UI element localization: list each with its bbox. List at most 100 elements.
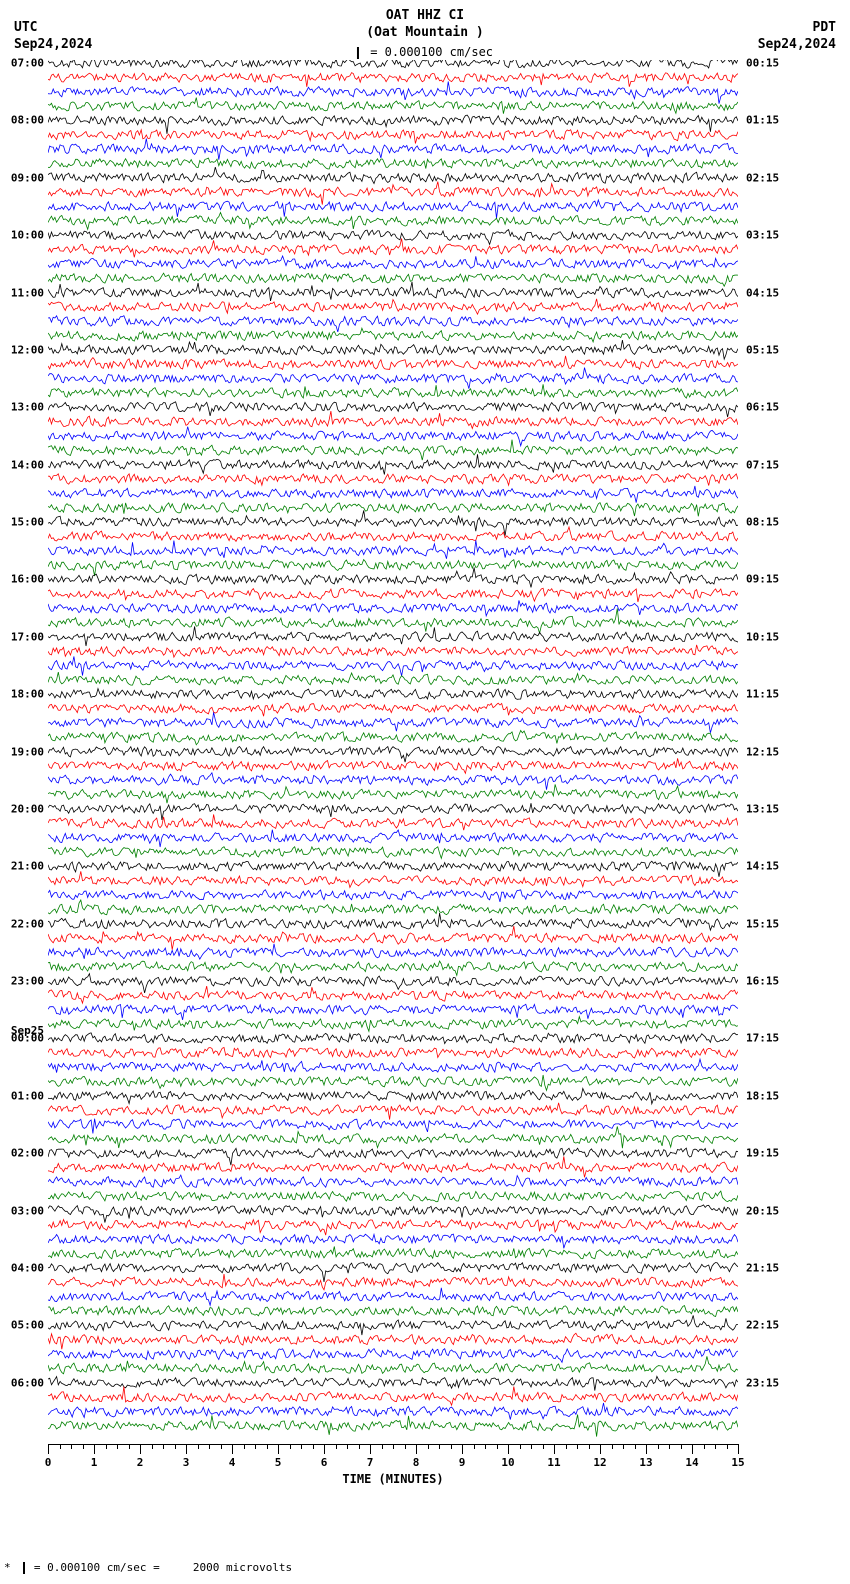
waveform-trace [48, 1175, 738, 1187]
utc-hour-label: 05:00 [11, 1319, 44, 1332]
waveform-trace [48, 1315, 738, 1335]
x-tick-minor [497, 1444, 498, 1449]
footer-scale-bar-icon [23, 1562, 25, 1574]
waveform-trace [48, 1403, 738, 1420]
x-tick-major [508, 1444, 509, 1454]
footer-scale-text: = 0.000100 cm/sec = [34, 1561, 160, 1574]
waveform-trace [48, 1415, 738, 1437]
waveform-trace [48, 1263, 738, 1282]
waveform-trace [48, 1048, 738, 1059]
waveform-trace [48, 961, 738, 975]
axis-title: TIME (MINUTES) [342, 1472, 443, 1486]
x-tick-minor [589, 1444, 590, 1449]
pdt-hour-label: 12:15 [746, 745, 779, 758]
station-name: (Oat Mountain ) [366, 25, 483, 42]
x-tick-minor [106, 1444, 107, 1449]
waveform-trace [48, 1376, 738, 1390]
pdt-hour-label: 04:15 [746, 286, 779, 299]
waveform-trace [48, 1059, 738, 1072]
x-tick-minor [198, 1444, 199, 1449]
x-tick-minor [382, 1444, 383, 1449]
x-tick-minor [83, 1444, 84, 1449]
x-tick-major [646, 1444, 647, 1454]
x-tick-major [48, 1444, 49, 1454]
waveform-trace [48, 645, 738, 657]
pdt-tz-label: PDT [758, 20, 836, 37]
x-tick-minor [336, 1444, 337, 1449]
pdt-hour-label: 02:15 [746, 171, 779, 184]
waveform-trace [48, 213, 738, 230]
x-tick-minor [485, 1444, 486, 1449]
pdt-hour-label: 00:15 [746, 57, 779, 70]
pdt-hour-label: 08:15 [746, 516, 779, 529]
x-tick-minor [543, 1444, 544, 1449]
x-tick-major [232, 1444, 233, 1454]
waveform-trace [48, 784, 738, 803]
waveform-trace [48, 974, 738, 993]
waveform-trace [48, 944, 738, 959]
x-tick-label: 4 [229, 1456, 236, 1469]
waveform-trace [48, 747, 738, 763]
waveform-trace [48, 130, 738, 144]
pdt-hour-label: 22:15 [746, 1319, 779, 1332]
waveform-trace [48, 758, 738, 773]
waveform-trace [48, 1234, 738, 1248]
pdt-hour-label: 03:15 [746, 229, 779, 242]
waveform-trace [48, 299, 738, 314]
waveform-trace [48, 1126, 738, 1148]
x-tick-minor [221, 1444, 222, 1449]
waveform-trace [48, 773, 738, 790]
pdt-hour-label: 10:15 [746, 630, 779, 643]
footer-microvolts: 2000 microvolts [193, 1561, 292, 1574]
pdt-date-label: Sep24,2024 [758, 37, 836, 54]
x-tick-minor [129, 1444, 130, 1449]
utc-hour-label: 21:00 [11, 860, 44, 873]
pdt-hour-label: 06:15 [746, 401, 779, 414]
waveform-trace [48, 368, 738, 389]
x-tick-major [94, 1444, 95, 1454]
x-tick-minor [612, 1444, 613, 1449]
waveform-trace [48, 239, 738, 258]
waveform-trace [48, 440, 738, 460]
utc-hour-label: 12:00 [11, 343, 44, 356]
pdt-hour-label: 11:15 [746, 688, 779, 701]
utc-hour-label: 07:00 [11, 57, 44, 70]
waveform-trace [48, 1075, 738, 1090]
pdt-hour-label: 23:15 [746, 1376, 779, 1389]
waveform-trace [48, 98, 738, 114]
waveform-trace [48, 1333, 738, 1349]
waveform-trace [48, 588, 738, 602]
time-axis: TIME (MINUTES) 0123456789101112131415 [48, 1444, 738, 1484]
x-tick-minor [244, 1444, 245, 1449]
pdt-hour-label: 07:15 [746, 458, 779, 471]
waveform-trace [48, 926, 738, 950]
x-tick-minor [669, 1444, 670, 1449]
x-tick-label: 7 [367, 1456, 374, 1469]
waveform-trace [48, 1103, 738, 1120]
waveform-trace [48, 568, 738, 588]
x-tick-minor [117, 1444, 118, 1449]
waveform-trace [48, 340, 738, 359]
utc-hour-label: 11:00 [11, 286, 44, 299]
utc-hour-label: 01:00 [11, 1089, 44, 1102]
waveform-trace [48, 273, 738, 286]
waveform-trace [48, 115, 738, 134]
scale-value: = 0.000100 cm/sec [370, 45, 493, 59]
x-tick-minor [359, 1444, 360, 1449]
waveform-trace [48, 689, 738, 700]
x-tick-label: 6 [321, 1456, 328, 1469]
waveform-trace [48, 703, 738, 716]
waveform-trace [48, 1205, 738, 1223]
x-tick-major [462, 1444, 463, 1454]
header-right: PDT Sep24,2024 [758, 20, 836, 54]
utc-date-label: Sep24,2024 [14, 37, 92, 54]
waveform-trace [48, 900, 738, 915]
station-code: OAT HHZ CI [366, 8, 483, 25]
x-tick-major [278, 1444, 279, 1454]
utc-hour-label: 17:00 [11, 630, 44, 643]
waveform-trace [48, 913, 738, 930]
waveform-trace [48, 1306, 738, 1317]
waveform-trace [48, 1356, 738, 1374]
x-tick-major [738, 1444, 739, 1454]
x-tick-minor [60, 1444, 61, 1449]
